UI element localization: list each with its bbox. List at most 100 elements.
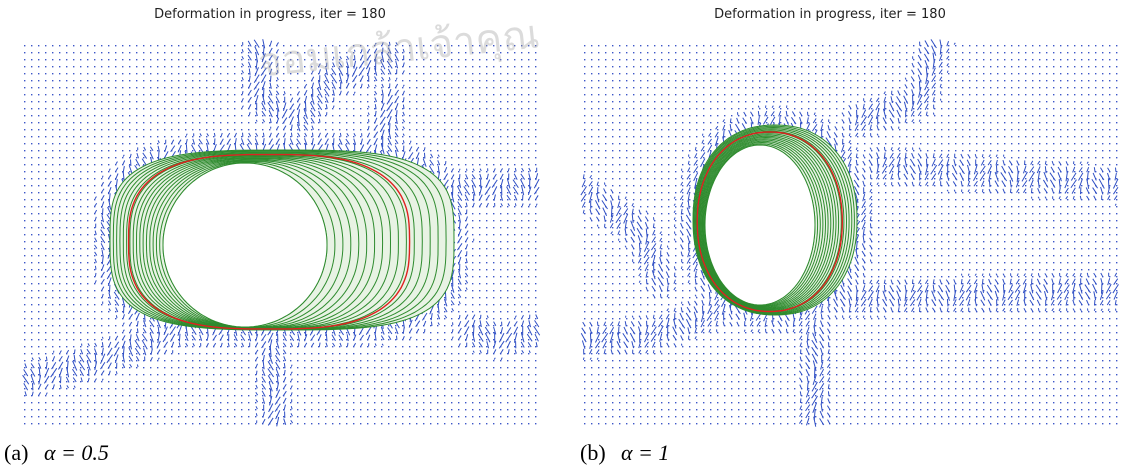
vector-arrow <box>319 119 320 123</box>
vector-arrow <box>933 113 934 115</box>
vector-arrow <box>807 383 808 391</box>
caption-expression: α = 0.5 <box>44 440 109 465</box>
vector-arrow <box>389 77 390 80</box>
vector-arrow <box>870 223 871 228</box>
vector-arrow <box>849 307 850 313</box>
vector-arrow <box>263 133 264 137</box>
vector-arrow <box>828 391 829 396</box>
vector-arrow <box>961 279 962 284</box>
vector-arrow <box>410 141 411 143</box>
vector-arrow <box>116 315 117 318</box>
vector-arrow <box>1010 189 1011 193</box>
vector-arrow <box>368 126 369 130</box>
vector-arrow <box>1038 308 1039 311</box>
caption-label: (a) <box>4 440 28 465</box>
vector-arrow <box>459 315 460 318</box>
vector-arrow <box>590 333 591 343</box>
vector-arrow <box>396 110 397 117</box>
vector-arrow <box>758 111 759 116</box>
vector-arrow <box>653 350 654 353</box>
vector-arrow <box>653 223 654 228</box>
vector-arrow <box>473 325 474 336</box>
vector-arrow <box>898 165 899 175</box>
page: Deformation in progress, iter = 180 Defo… <box>0 0 1126 468</box>
vector-arrow <box>74 349 75 353</box>
vector-arrow <box>919 81 920 90</box>
vector-arrow <box>975 291 976 301</box>
caption-label: (b) <box>580 440 606 465</box>
vector-arrow <box>116 371 117 374</box>
vector-arrow <box>1108 178 1109 189</box>
panel-title: Deformation in progress, iter = 180 <box>714 7 946 22</box>
vector-arrow <box>424 147 425 150</box>
vector-arrow <box>856 154 857 158</box>
vector-arrow <box>326 334 327 341</box>
vector-arrow <box>515 203 516 206</box>
vector-arrow <box>793 321 794 327</box>
vector-arrow <box>256 378 257 382</box>
vector-arrow <box>709 292 710 299</box>
vector-arrow <box>940 99 941 101</box>
vector-arrow <box>674 266 675 269</box>
vector-arrow <box>102 176 103 178</box>
vector-arrow <box>459 169 460 171</box>
vector-arrow <box>256 413 257 416</box>
vector-arrow <box>452 329 453 332</box>
vector-arrow <box>396 78 397 80</box>
caption-expression: α = 1 <box>621 440 669 465</box>
vector-arrow <box>800 398 801 403</box>
vector-arrow <box>1031 188 1032 193</box>
inner-region <box>163 163 327 327</box>
vector-arrow <box>611 206 612 217</box>
vector-arrow <box>667 246 668 248</box>
vector-arrow <box>1003 284 1004 293</box>
vector-arrow <box>256 371 257 375</box>
vector-arrow <box>179 334 180 342</box>
vector-arrow <box>340 133 341 137</box>
vector-arrow <box>695 279 696 285</box>
vector-arrow <box>786 329 787 333</box>
vector-arrow <box>982 189 983 192</box>
vector-arrow <box>1038 273 1039 276</box>
vector-arrow <box>604 182 605 184</box>
vector-arrow <box>989 180 990 187</box>
vector-arrow <box>102 342 103 347</box>
vector-arrow <box>667 286 668 292</box>
vector-arrow <box>884 147 885 150</box>
vector-arrow <box>947 299 948 306</box>
vector-arrow <box>284 363 285 368</box>
vector-arrow <box>828 298 829 307</box>
vector-arrow <box>1045 166 1046 173</box>
vector-arrow <box>242 91 243 94</box>
vector-arrow <box>403 105 404 109</box>
vector-arrow <box>870 307 871 312</box>
vector-arrow <box>137 364 138 367</box>
vector-arrow <box>884 285 885 292</box>
vector-arrow <box>982 279 983 284</box>
vector-arrow <box>870 182 871 185</box>
vector-arrow <box>730 118 731 122</box>
vector-arrow <box>137 328 138 333</box>
vector-arrow <box>214 133 215 136</box>
vector-arrow <box>46 357 47 361</box>
vector-arrow <box>95 266 96 270</box>
vector-arrow <box>319 343 320 347</box>
vector-arrow <box>1045 161 1046 165</box>
inner-region <box>705 145 815 305</box>
vector-arrow <box>431 322 432 326</box>
vector-arrow <box>403 97 404 102</box>
vector-arrow <box>744 330 745 332</box>
vector-arrow <box>95 273 96 277</box>
vector-arrow <box>186 144 187 152</box>
vector-arrow <box>982 154 983 157</box>
vector-arrow <box>660 351 661 353</box>
vector-arrow <box>214 138 215 145</box>
vector-arrow <box>583 357 584 359</box>
figure: Deformation in progress, iter = 180 Defo… <box>0 0 1126 468</box>
vector-arrow <box>158 151 159 160</box>
vector-arrow <box>291 133 292 137</box>
vector-arrow <box>660 294 661 298</box>
vector-arrow <box>905 153 906 159</box>
panel-title: Deformation in progress, iter = 180 <box>154 7 386 22</box>
vector-arrow <box>695 147 696 150</box>
